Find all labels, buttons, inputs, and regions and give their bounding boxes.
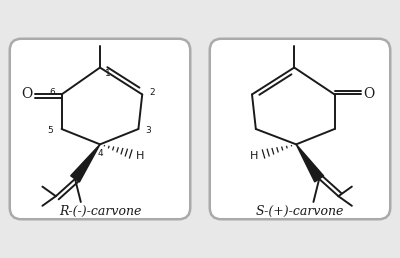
Text: 6: 6	[49, 88, 55, 97]
Text: 3: 3	[145, 126, 151, 135]
Text: 2: 2	[149, 88, 155, 97]
Text: O: O	[364, 87, 375, 101]
Text: H: H	[250, 151, 258, 161]
Text: S-(+)-carvone: S-(+)-carvone	[256, 205, 344, 218]
Polygon shape	[296, 144, 324, 182]
Text: R-(-)-carvone: R-(-)-carvone	[59, 205, 141, 218]
Text: 5: 5	[47, 126, 53, 135]
FancyBboxPatch shape	[210, 39, 390, 219]
Text: 4: 4	[97, 149, 103, 158]
Polygon shape	[71, 144, 100, 182]
Text: O: O	[22, 87, 33, 101]
Text: H: H	[136, 151, 144, 161]
Text: 1: 1	[105, 69, 110, 78]
FancyBboxPatch shape	[10, 39, 190, 219]
